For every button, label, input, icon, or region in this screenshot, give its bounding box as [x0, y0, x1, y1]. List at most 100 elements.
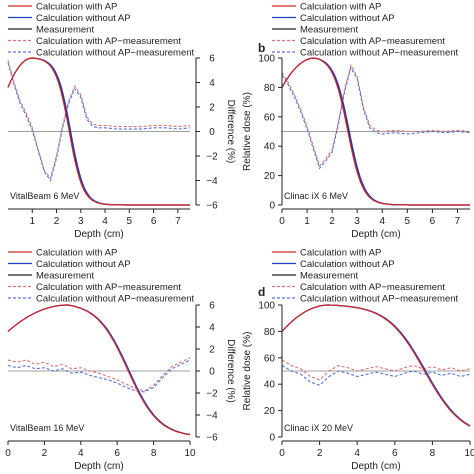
legend-label: Calculation with AP — [300, 248, 381, 259]
legend-label: Calculation without AP−measurement — [36, 48, 195, 59]
calc-with-ap-line — [7, 57, 190, 206]
y-tick-label: 0 — [269, 201, 275, 212]
diff-with-ap-line — [281, 359, 471, 381]
y-tick-label: 4 — [209, 323, 215, 334]
x-tick-label: 0 — [279, 448, 285, 459]
measurement-line — [281, 304, 471, 427]
y-tick-label: 100 — [258, 301, 275, 312]
y-tick-label: 20 — [264, 171, 276, 182]
x-axis-title: Depth (cm) — [74, 229, 123, 240]
legend-label: Calculation with AP−measurement — [300, 36, 445, 47]
x-tick-label: 4 — [78, 448, 84, 459]
legend-label: Measurement — [300, 25, 358, 36]
x-tick-label: 6 — [114, 448, 120, 459]
diff-with-ap-line — [7, 60, 191, 180]
x-tick-label: 2 — [42, 448, 48, 459]
diff-without-ap-line — [7, 62, 191, 182]
y-tick-label: 4 — [209, 78, 215, 89]
y-tick-label: 60 — [264, 112, 276, 123]
x-tick-label: 1 — [304, 216, 310, 227]
panel-letter: d — [258, 285, 265, 299]
y-tick-label: 0 — [209, 127, 215, 138]
y-axis-title: Difference (%) — [225, 339, 236, 403]
diff-without-ap-line — [281, 66, 471, 170]
legend-label: Calculation without AP−measurement — [300, 48, 459, 59]
panel-letter: b — [258, 41, 265, 55]
calc-without-ap-line — [281, 304, 471, 427]
legend-label: Measurement — [36, 271, 94, 282]
x-tick-label: 10 — [464, 448, 474, 459]
x-axis-title: Depth (cm) — [351, 461, 400, 472]
y-tick-label: 60 — [264, 353, 276, 364]
calc-without-ap-line — [7, 304, 191, 436]
y-tick-label: 40 — [264, 380, 276, 391]
panel-annotation: VitalBeam 16 MeV — [10, 423, 84, 433]
legend: Calculation with AP Calculation without A… — [8, 2, 195, 59]
y-tick-label: −4 — [206, 411, 218, 422]
y-tick-label: 80 — [264, 327, 276, 338]
x-tick-label: 5 — [405, 216, 411, 227]
x-tick-label: 3 — [78, 216, 84, 227]
diff-without-ap-line — [281, 365, 471, 386]
legend-label: Calculation with AP — [36, 2, 117, 13]
panel-b: 0 1 2 3 4 5 6 7 Depth (cm) 0 20 40 60 80 100 Relative d… — [242, 2, 471, 240]
measurement-line — [7, 304, 191, 436]
x-tick-label: 6 — [151, 216, 157, 227]
x-tick-label: 7 — [175, 216, 181, 227]
y-tick-label: 0 — [209, 367, 215, 378]
calc-with-ap-line — [7, 304, 191, 436]
x-tick-label: 5 — [127, 216, 133, 227]
x-tick-label: 8 — [151, 448, 157, 459]
diff-with-ap-line — [281, 63, 471, 167]
y-axis-title: Relative dose (%) — [242, 332, 253, 411]
y-tick-label: 6 — [209, 301, 215, 312]
x-tick-label: 0 — [279, 216, 285, 227]
legend-label: Calculation with AP — [300, 2, 381, 13]
panel-d: 0 2 4 6 8 10 Depth (cm) 0 20 40 60 80 100 Relative do… — [242, 248, 474, 473]
x-tick-label: 0 — [5, 448, 11, 459]
y-axis-title: Difference (%) — [225, 100, 236, 164]
y-tick-label: 6 — [209, 54, 215, 65]
legend-label: Measurement — [36, 25, 94, 36]
y-tick-label: −2 — [206, 389, 218, 400]
x-tick-label: 10 — [184, 448, 196, 459]
panel-annotation: Clinac iX 20 MeV — [284, 423, 353, 433]
calc-with-ap-line — [281, 304, 471, 427]
x-tick-label: 2 — [317, 448, 323, 459]
diff-with-ap-line — [7, 357, 191, 392]
x-tick-label: 4 — [354, 448, 360, 459]
y-tick-label: 100 — [258, 54, 275, 65]
x-tick-label: 2 — [329, 216, 335, 227]
legend-label: Calculation without AP — [300, 13, 395, 24]
panel-annotation: VitalBeam 6 MeV — [10, 191, 79, 201]
y-tick-label: 40 — [264, 142, 276, 153]
diff-without-ap-line — [7, 359, 191, 393]
y-tick-label: −4 — [206, 176, 218, 187]
legend-label: Calculation without AP−measurement — [36, 294, 195, 305]
x-tick-label: 2 — [54, 216, 60, 227]
x-axis-title: Depth (cm) — [74, 461, 123, 472]
y-tick-label: −6 — [206, 433, 218, 444]
y-tick-label: −2 — [206, 152, 218, 163]
legend-label: Calculation with AP−measurement — [36, 36, 181, 47]
x-axis-title: Depth (cm) — [351, 229, 400, 240]
x-tick-label: 6 — [392, 448, 398, 459]
panel-annotation: Clinac iX 6 MeV — [284, 191, 348, 201]
legend-label: Calculation without AP — [36, 259, 131, 270]
x-tick-label: 4 — [379, 216, 385, 227]
y-tick-label: 2 — [209, 345, 215, 356]
legend-label: Calculation with AP−measurement — [300, 282, 445, 293]
x-tick-label: 7 — [455, 216, 461, 227]
legend-label: Calculation with AP — [36, 248, 117, 259]
legend-label: Calculation without AP−measurement — [300, 294, 459, 305]
y-tick-label: 20 — [264, 406, 276, 417]
legend-label: Measurement — [300, 271, 358, 282]
y-axis-title: Relative dose (%) — [242, 92, 253, 171]
y-tick-label: 80 — [264, 83, 276, 94]
legend-label: Calculation with AP−measurement — [36, 282, 181, 293]
x-tick-label: 4 — [102, 216, 108, 227]
x-tick-label: 3 — [354, 216, 360, 227]
